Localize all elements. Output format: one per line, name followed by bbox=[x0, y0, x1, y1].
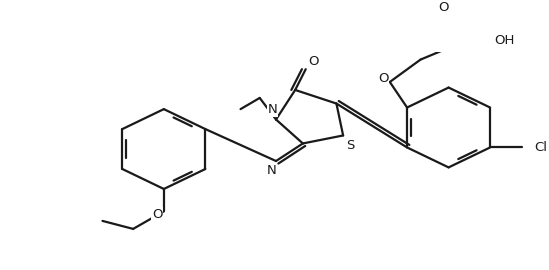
Text: O: O bbox=[378, 72, 388, 85]
Text: S: S bbox=[346, 139, 355, 151]
Text: O: O bbox=[308, 55, 318, 68]
Text: N: N bbox=[266, 164, 276, 177]
Text: OH: OH bbox=[494, 34, 514, 47]
Text: N: N bbox=[267, 103, 277, 116]
Text: Cl: Cl bbox=[534, 141, 547, 154]
Text: O: O bbox=[438, 1, 449, 14]
Text: O: O bbox=[152, 208, 163, 221]
